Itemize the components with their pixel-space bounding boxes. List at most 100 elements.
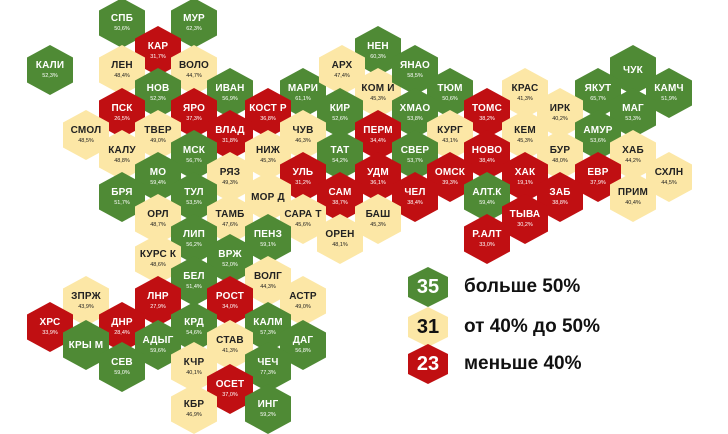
region-percent: 47,6% [222, 222, 238, 228]
region-percent: 59,4% [150, 180, 166, 186]
region-percent: 51,9% [661, 96, 677, 102]
region-percent: 46,3% [295, 138, 311, 144]
region-code: БЕЛ [183, 271, 205, 282]
region-code: КАЛИ [35, 60, 65, 71]
region-percent: 48,8% [114, 158, 130, 164]
region-percent: 34,0% [222, 304, 238, 310]
region-code: ВОЛГ [254, 271, 282, 282]
region-percent: 59,6% [150, 348, 166, 354]
region-code: ТАТ [330, 145, 350, 156]
legend-label: меньше 40% [464, 353, 582, 374]
region-percent: 31,7% [150, 54, 166, 60]
region-code: ПЕРМ [363, 125, 393, 136]
region-code: МСК [182, 145, 206, 156]
region-percent: 49,3% [222, 180, 238, 186]
region-code: КАЛМ [253, 317, 283, 328]
region-percent: 31,2% [295, 180, 311, 186]
region-percent: 40,4% [625, 200, 641, 206]
legend-item-red: 23 меньше 40% [408, 344, 582, 384]
region-percent: 52,6% [332, 116, 348, 122]
region-percent: 51,7% [114, 200, 130, 206]
region-percent: 53,5% [186, 200, 202, 206]
region-code: Р.АЛТ [472, 229, 502, 240]
region-code: МОР Д [251, 191, 285, 203]
region-percent: 33,9% [42, 330, 58, 336]
region-percent: 59,2% [260, 412, 276, 418]
region-code: КАМЧ [654, 83, 684, 94]
region-percent: 47,4% [334, 73, 350, 79]
legend-count: 23 [408, 344, 448, 384]
region-percent: 45,3% [370, 96, 386, 102]
region-percent: 43,9% [78, 304, 94, 310]
region-hex-сев: СЕВ 59,0% [99, 342, 145, 392]
region-percent: 48,4% [114, 73, 130, 79]
region-code: АЛТ.К [472, 187, 502, 198]
region-code: КИР [329, 103, 351, 114]
region-percent: 37,9% [590, 180, 606, 186]
region-percent: 40,1% [186, 370, 202, 376]
region-code: ВОЛО [178, 60, 210, 71]
region-percent: 26,5% [114, 116, 130, 122]
region-code: ПРИМ [617, 187, 649, 198]
legend-label: больше 50% [464, 276, 581, 297]
region-code: ЧЕЛ [404, 187, 426, 198]
region-percent: 44,5% [661, 180, 677, 186]
region-code: ВРЖ [218, 249, 242, 260]
region-percent: 30,2% [517, 222, 533, 228]
region-code: ЕВР [587, 167, 609, 178]
region-percent: 49,0% [295, 304, 311, 310]
region-code: АДЫГ [142, 335, 174, 346]
region-percent: 50,6% [114, 26, 130, 32]
region-code: ОМСК [434, 167, 466, 178]
region-code: СЕВ [111, 357, 133, 368]
region-code: СТАВ [216, 335, 244, 346]
region-code: УЛЬ [292, 167, 314, 178]
region-hex-маг: МАГ 53,3% [610, 88, 656, 138]
region-code: НЕН [367, 41, 389, 52]
region-percent: 44,2% [625, 158, 641, 164]
region-percent: 49,0% [150, 138, 166, 144]
region-percent: 45,3% [517, 138, 533, 144]
region-percent: 44,7% [186, 73, 202, 79]
region-percent: 56,2% [186, 242, 202, 248]
region-hex-прим: ПРИМ 40,4% [610, 172, 656, 222]
region-percent: 45,6% [295, 222, 311, 228]
region-code: КУРГ [437, 125, 463, 136]
region-code: НИЖ [255, 145, 281, 156]
legend-count: 35 [408, 267, 448, 307]
region-percent: 41,3% [222, 348, 238, 354]
region-code: АСТР [289, 291, 317, 302]
region-percent: 38,7% [332, 200, 348, 206]
region-percent: 53,8% [407, 116, 423, 122]
region-code: ТУЛ [184, 187, 204, 198]
region-percent: 51,4% [186, 284, 202, 290]
region-percent: 60,3% [370, 54, 386, 60]
region-percent: 77,3% [260, 370, 276, 376]
region-code: ЧЕЧ [257, 357, 279, 368]
region-code: ИРК [549, 103, 571, 114]
region-code: МАРИ [287, 83, 319, 94]
region-code: ЧУК [623, 64, 643, 76]
region-code: ТЮМ [437, 83, 463, 94]
legend-item-yellow: 31 от 40% до 50% [408, 307, 600, 347]
region-percent: 41,3% [517, 96, 533, 102]
region-percent: 45,3% [260, 158, 276, 164]
region-code: КРЫ М [68, 339, 104, 351]
region-percent: 53,6% [590, 138, 606, 144]
region-code: ЧУВ [292, 125, 314, 136]
region-code: КБР [183, 399, 205, 410]
region-percent: 36,1% [370, 180, 386, 186]
region-percent: 37,3% [186, 116, 202, 122]
region-percent: 62,3% [186, 26, 202, 32]
region-code: ДНР [111, 317, 133, 328]
region-hex-кбр: КБР 46,9% [171, 384, 217, 434]
region-percent: 48,7% [150, 222, 166, 228]
region-percent: 56,7% [186, 158, 202, 164]
region-hex-кали: КАЛИ 52,3% [27, 45, 73, 95]
region-code: ТВЕР [144, 125, 172, 136]
region-percent: 33,0% [479, 242, 495, 248]
region-code: РОСТ [215, 291, 245, 302]
region-percent: 57,3% [260, 330, 276, 336]
region-percent: 59,1% [260, 242, 276, 248]
